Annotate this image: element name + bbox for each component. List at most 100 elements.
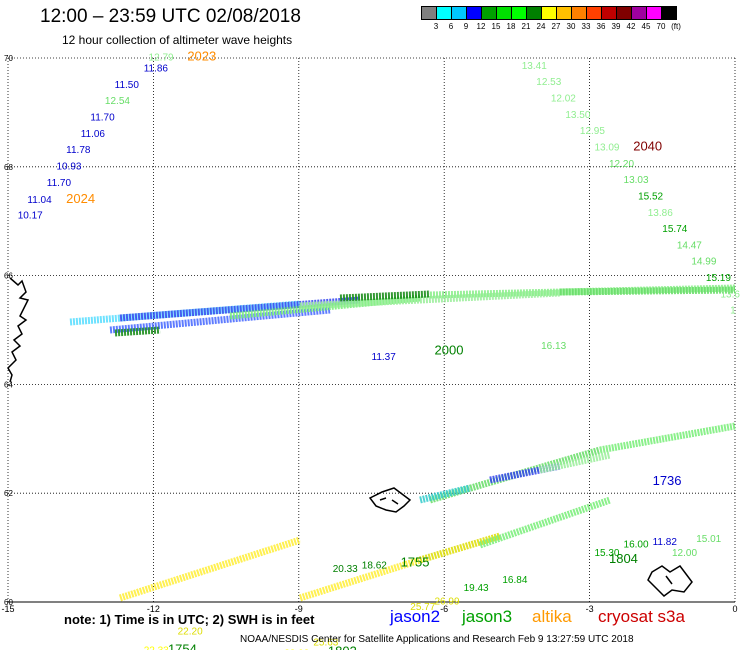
color-scale-label: 45: [641, 22, 651, 31]
color-scale-labels: 3 6 9 12 15 18 21 24 27 30 33 36 39 42 45 70 (ft): [421, 22, 740, 34]
y-tick-label: 70: [4, 54, 13, 63]
color-scale-label: 6: [448, 22, 454, 31]
shetland-islands: [647, 565, 693, 597]
color-scale-label: 9: [463, 22, 469, 31]
color-scale-label: 3: [433, 22, 439, 31]
wave-height-label: 20.33: [333, 564, 358, 575]
axis-tick-labels: -15 -12 -9 -6 -3 0 70 68 66 64 62 60: [1, 54, 737, 614]
wave-height-label: 13.86: [648, 208, 673, 219]
wave-height-label: 23.03: [284, 648, 309, 650]
wave-height-label: 11.86: [144, 64, 169, 75]
wave-height-label: 11.78: [66, 145, 91, 156]
wave-height-label: 11.04: [27, 195, 52, 206]
wave-height-label: 11.06: [81, 129, 106, 140]
page-title: 12:00 – 23:59 UTC 02/08/2018: [40, 6, 301, 27]
lat-lon-grid: [7, 57, 736, 603]
wave-height-label: 10.17: [18, 210, 43, 221]
time-label: 2000: [435, 342, 464, 357]
wave-height-label: 15.74: [662, 224, 687, 235]
wave-height-label: 1: [730, 306, 736, 317]
y-tick-label: 64: [4, 380, 13, 389]
color-scale-label: 15: [491, 22, 501, 31]
wave-height-label: 11.70: [47, 178, 72, 189]
x-tick-label: 0: [732, 604, 737, 614]
wave-height-label: 19.43: [464, 583, 489, 594]
wave-height-label: 25.63: [313, 638, 338, 649]
y-tick-label: 62: [4, 489, 13, 498]
x-tick-label: -6: [440, 604, 448, 614]
wave-height-label: 12.54: [105, 96, 130, 107]
time-label: 1736: [653, 473, 682, 488]
legend-item: jason3: [462, 607, 513, 626]
time-label: 1804: [609, 551, 638, 566]
wave-height-label: 12.79: [149, 53, 174, 64]
color-swatch: [661, 6, 677, 20]
wave-height-label: 14.99: [691, 257, 716, 268]
color-scale-label: 33: [581, 22, 591, 31]
page-subtitle: 12 hour collection of altimeter wave hei…: [62, 33, 293, 47]
track-segment: [299, 289, 561, 310]
time-label: 1755: [401, 555, 430, 570]
time-label: 1803: [328, 643, 357, 650]
track-segment: [599, 422, 736, 454]
wave-height-labels: 12.79 2023 11.86 11.50 12.54 11.70 11.06 11.78 1…: [18, 49, 740, 650]
color-scale-label: 12: [476, 22, 486, 31]
color-scale-label: 24: [536, 22, 546, 31]
wave-height-label: 16.00: [624, 540, 649, 551]
y-tick-label: 60: [4, 598, 13, 607]
track-segment: [119, 296, 361, 322]
wave-height-label: 15.30: [594, 548, 619, 559]
wave-height-label: 11.70: [90, 113, 115, 124]
wave-height-label: 12.02: [551, 94, 576, 105]
greenland-coast: [7, 277, 30, 383]
wave-height-label: 15.52: [638, 191, 663, 202]
faroe-islands: [368, 487, 412, 513]
track-segment: [478, 496, 612, 549]
wave-height-label: 25.77: [410, 602, 435, 613]
wave-height-label: 12.00: [672, 548, 697, 559]
land-outlines: [7, 277, 693, 597]
wave-height-label: 15.19: [706, 273, 731, 284]
x-tick-label: -3: [586, 604, 594, 614]
wave-height-label: 26.99: [435, 597, 460, 608]
satellite-tracks: [69, 284, 736, 602]
time-label: 2023: [187, 49, 216, 64]
legend-item: cryosat s3a: [598, 607, 685, 626]
wave-height-label: 12.53: [536, 77, 561, 88]
y-tick-label: 66: [4, 272, 13, 281]
wave-height-label: 14.47: [677, 240, 702, 251]
wave-height-label: 13.64: [720, 289, 740, 300]
x-tick-label: -12: [147, 604, 160, 614]
track-segment: [339, 290, 431, 302]
time-label: 2040: [633, 138, 662, 153]
wave-height-label: 13.50: [565, 110, 590, 121]
track-segment: [114, 326, 161, 337]
wave-height-label: 11.37: [372, 352, 397, 363]
x-tick-label: -15: [1, 604, 14, 614]
color-scale-label: (ft): [671, 22, 681, 31]
y-tick-label: 68: [4, 163, 13, 172]
wave-height-label: 13.03: [624, 175, 649, 186]
track-segment: [118, 536, 302, 602]
color-scale-label: 39: [611, 22, 621, 31]
wave-height-label: 13.41: [522, 61, 547, 72]
wave-height-label: 15.01: [696, 534, 721, 545]
wave-height-label: 16.13: [541, 341, 566, 352]
time-label: 2024: [66, 191, 95, 206]
wave-height-label: 11.82: [653, 537, 678, 548]
color-scale-bar: [421, 6, 677, 20]
note-text: note: 1) Time is in UTC; 2) SWH is in fe…: [64, 612, 315, 627]
wave-height-label: 11.50: [115, 80, 140, 91]
color-scale-label: 70: [656, 22, 666, 31]
track-segment: [559, 286, 736, 296]
color-scale-label: 42: [626, 22, 636, 31]
color-scale-label: 21: [521, 22, 531, 31]
wave-height-label: 22.33: [144, 646, 169, 650]
wave-height-label: 16.84: [502, 575, 527, 586]
time-label: 1754: [168, 642, 197, 650]
footer-credit: NOAA/NESDIS Center for Satellite Applica…: [240, 634, 634, 645]
x-tick-label: -9: [295, 604, 303, 614]
wave-height-label: 13.09: [594, 142, 619, 153]
wave-height-label: 10.93: [56, 162, 81, 173]
wave-height-label: 18.62: [362, 560, 387, 571]
